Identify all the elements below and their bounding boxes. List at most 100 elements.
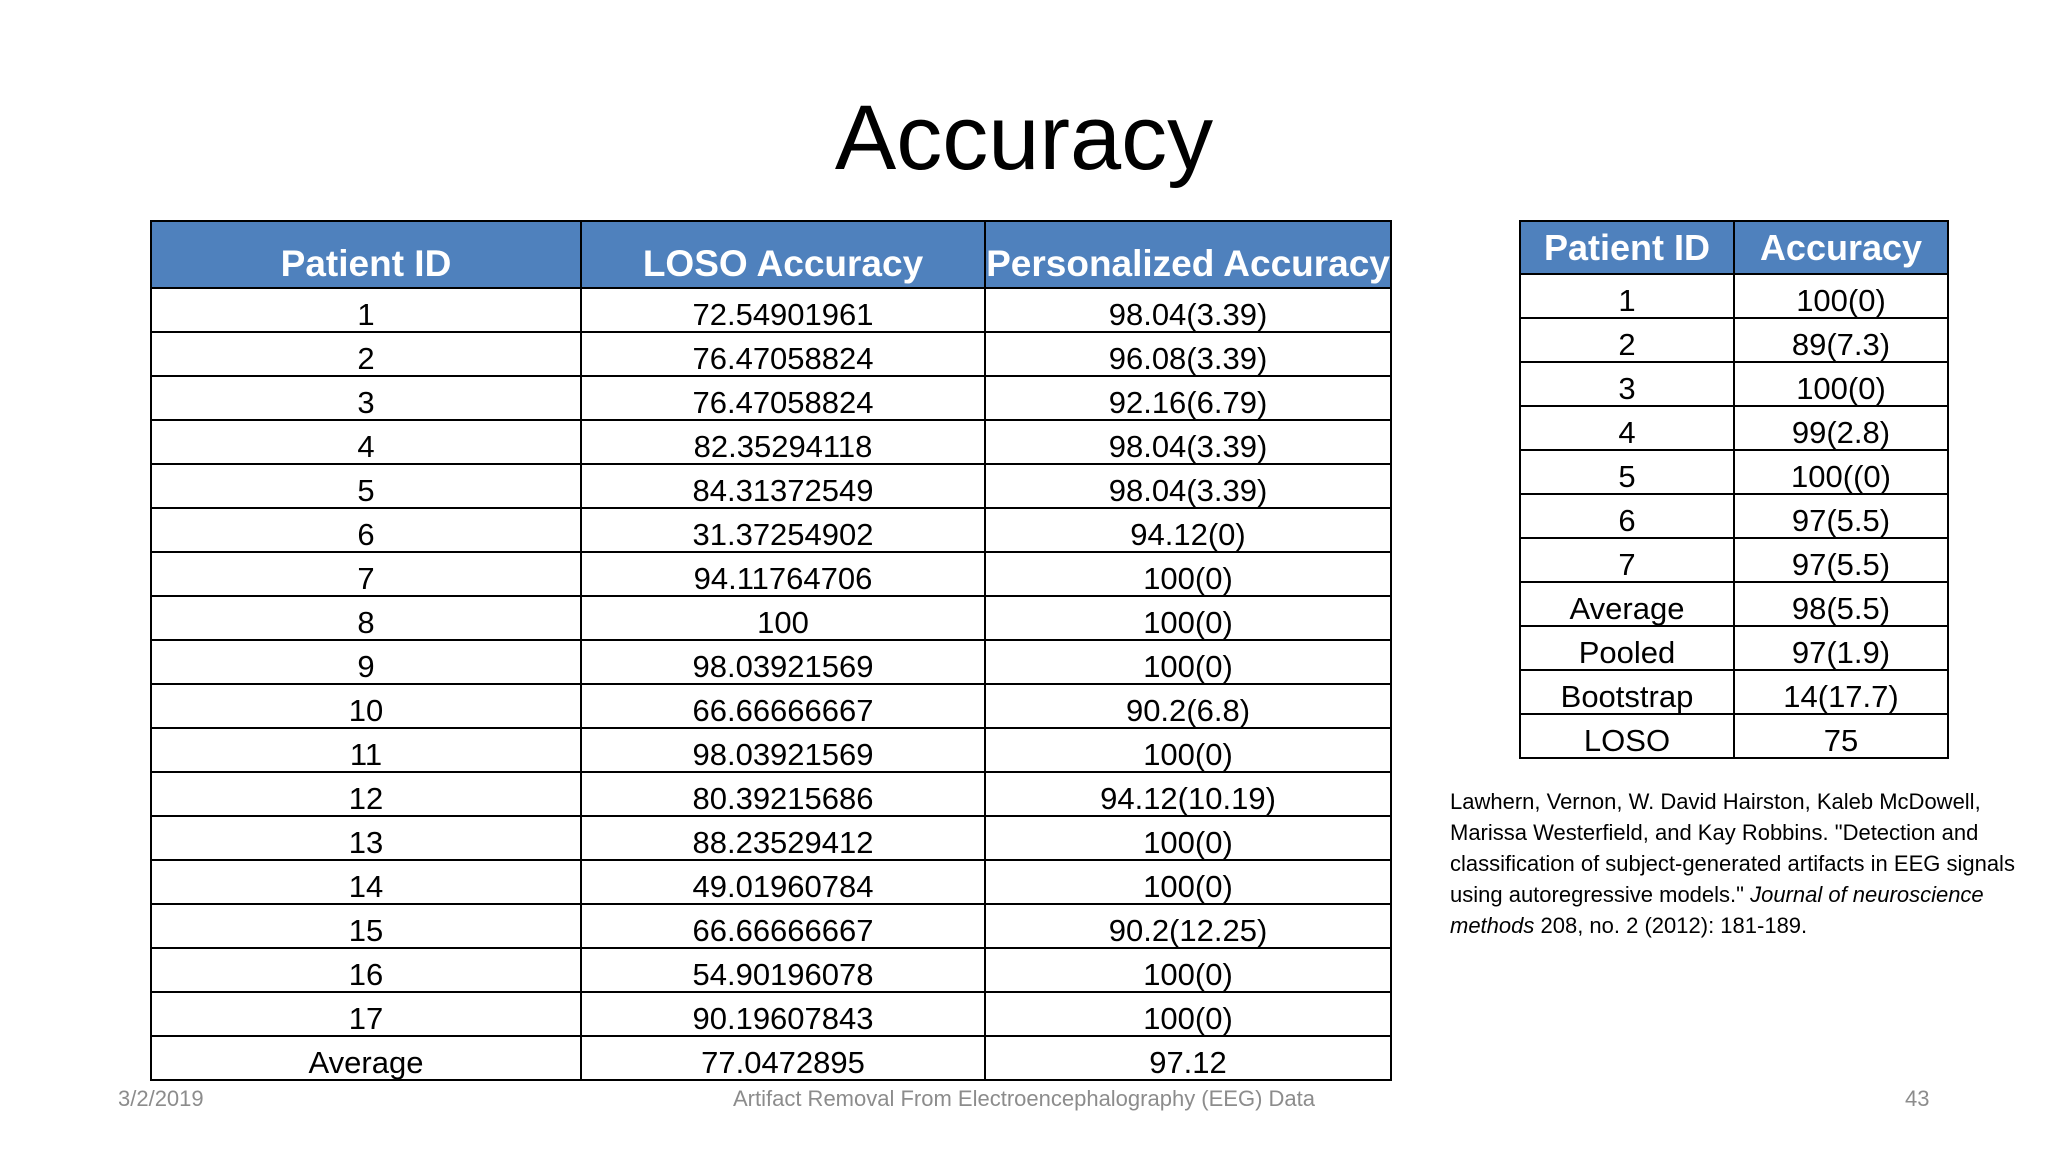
table-row: LOSO 75 [1519, 713, 1949, 759]
table-row: 5 84.31372549 98.04(3.39) [150, 463, 1392, 509]
table-cell: 100(0) [984, 815, 1392, 861]
table-cell: 90.2(12.25) [984, 903, 1392, 949]
table-row: 5 100((0) [1519, 449, 1949, 495]
patient-accuracy-table: Patient ID LOSO Accuracy Personalized Ac… [150, 220, 1392, 1081]
table-row: Average 98(5.5) [1519, 581, 1949, 627]
table-cell: 100(0) [984, 859, 1392, 905]
table-cell: 66.66666667 [580, 683, 986, 729]
table-row: 9 98.03921569 100(0) [150, 639, 1392, 685]
table-cell: 31.37254902 [580, 507, 986, 553]
citation-details: 208, no. 2 (2012): 181-189. [1534, 913, 1808, 938]
table-cell: 100(0) [984, 991, 1392, 1037]
table-cell: 66.66666667 [580, 903, 986, 949]
table-row: 1 100(0) [1519, 273, 1949, 319]
column-header: Patient ID [150, 220, 582, 289]
table-cell: 77.0472895 [580, 1035, 986, 1081]
column-header: Patient ID [1519, 220, 1735, 275]
table-row: Average 77.0472895 97.12 [150, 1035, 1392, 1081]
citation-authors-title: Lawhern, Vernon, W. David Hairston, Kale… [1450, 789, 2015, 907]
table-row: 11 98.03921569 100(0) [150, 727, 1392, 773]
table-cell: 100(0) [984, 947, 1392, 993]
table-cell: 98(5.5) [1733, 581, 1949, 627]
table-row: 12 80.39215686 94.12(10.19) [150, 771, 1392, 817]
table-cell: 5 [150, 463, 582, 509]
table-row: 6 31.37254902 94.12(0) [150, 507, 1392, 553]
table-cell: 100(0) [984, 639, 1392, 685]
table-cell: 15 [150, 903, 582, 949]
table-cell: 94.11764706 [580, 551, 986, 597]
column-header: Personalized Accuracy [984, 220, 1392, 289]
table-cell: 2 [150, 331, 582, 377]
table-row: 7 97(5.5) [1519, 537, 1949, 583]
table-cell: 97(1.9) [1733, 625, 1949, 671]
table-row: 8 100 100(0) [150, 595, 1392, 641]
table-row: 3 76.47058824 92.16(6.79) [150, 375, 1392, 421]
table-cell: Bootstrap [1519, 669, 1735, 715]
table-cell: 11 [150, 727, 582, 773]
table-row: 2 76.47058824 96.08(3.39) [150, 331, 1392, 377]
table-cell: 75 [1733, 713, 1949, 759]
table-cell: 4 [150, 419, 582, 465]
table-cell: 1 [150, 287, 582, 333]
table-cell: 80.39215686 [580, 771, 986, 817]
table-cell: 4 [1519, 405, 1735, 451]
table-cell: 89(7.3) [1733, 317, 1949, 363]
citation-reference: Lawhern, Vernon, W. David Hairston, Kale… [1450, 786, 2020, 941]
table-cell: 10 [150, 683, 582, 729]
table-cell: 100((0) [1733, 449, 1949, 495]
table-header-row: Patient ID LOSO Accuracy Personalized Ac… [150, 220, 1392, 289]
table-row: Bootstrap 14(17.7) [1519, 669, 1949, 715]
table-cell: 7 [1519, 537, 1735, 583]
table-row: Pooled 97(1.9) [1519, 625, 1949, 671]
table-cell: 54.90196078 [580, 947, 986, 993]
table-cell: 3 [1519, 361, 1735, 407]
table-row: 13 88.23529412 100(0) [150, 815, 1392, 861]
table-cell: 84.31372549 [580, 463, 986, 509]
table-row: 10 66.66666667 90.2(6.8) [150, 683, 1392, 729]
table-cell: 17 [150, 991, 582, 1037]
table-cell: 76.47058824 [580, 331, 986, 377]
table-cell: 100(0) [984, 727, 1392, 773]
table-cell: 72.54901961 [580, 287, 986, 333]
table-cell: 98.03921569 [580, 727, 986, 773]
table-cell: 97.12 [984, 1035, 1392, 1081]
table-cell: 98.03921569 [580, 639, 986, 685]
table-cell: Pooled [1519, 625, 1735, 671]
table-row: 4 82.35294118 98.04(3.39) [150, 419, 1392, 465]
table-row: 1 72.54901961 98.04(3.39) [150, 287, 1392, 333]
comparison-accuracy-table: Patient ID Accuracy 1 100(0) 2 89(7.3) 3 100(… [1519, 220, 1949, 759]
table-row: 3 100(0) [1519, 361, 1949, 407]
table-row: 7 94.11764706 100(0) [150, 551, 1392, 597]
table-cell: 2 [1519, 317, 1735, 363]
table-cell: 100(0) [984, 595, 1392, 641]
table-row: 14 49.01960784 100(0) [150, 859, 1392, 905]
table-cell: 3 [150, 375, 582, 421]
table-cell: 76.47058824 [580, 375, 986, 421]
table-row: 16 54.90196078 100(0) [150, 947, 1392, 993]
table-cell: 90.19607843 [580, 991, 986, 1037]
table-cell: LOSO [1519, 713, 1735, 759]
table-row: 4 99(2.8) [1519, 405, 1949, 451]
table-cell: 6 [150, 507, 582, 553]
table-cell: 100 [580, 595, 986, 641]
table-row: 2 89(7.3) [1519, 317, 1949, 363]
footer-title: Artifact Removal From Electroencephalogr… [732, 1086, 1315, 1111]
table-cell: 99(2.8) [1733, 405, 1949, 451]
table-cell: 16 [150, 947, 582, 993]
table-row: 15 66.66666667 90.2(12.25) [150, 903, 1392, 949]
table-cell: 96.08(3.39) [984, 331, 1392, 377]
table-cell: 82.35294118 [580, 419, 986, 465]
table-cell: 88.23529412 [580, 815, 986, 861]
table-cell: 94.12(10.19) [984, 771, 1392, 817]
table-cell: 90.2(6.8) [984, 683, 1392, 729]
table-cell: 100(0) [1733, 273, 1949, 319]
table-cell: Average [1519, 581, 1735, 627]
column-header: Accuracy [1733, 220, 1949, 275]
table-cell: 5 [1519, 449, 1735, 495]
table-cell: 98.04(3.39) [984, 419, 1392, 465]
table-cell: 14 [150, 859, 582, 905]
table-cell: 13 [150, 815, 582, 861]
table-cell: 14(17.7) [1733, 669, 1949, 715]
table-cell: 94.12(0) [984, 507, 1392, 553]
table-cell: 98.04(3.39) [984, 287, 1392, 333]
